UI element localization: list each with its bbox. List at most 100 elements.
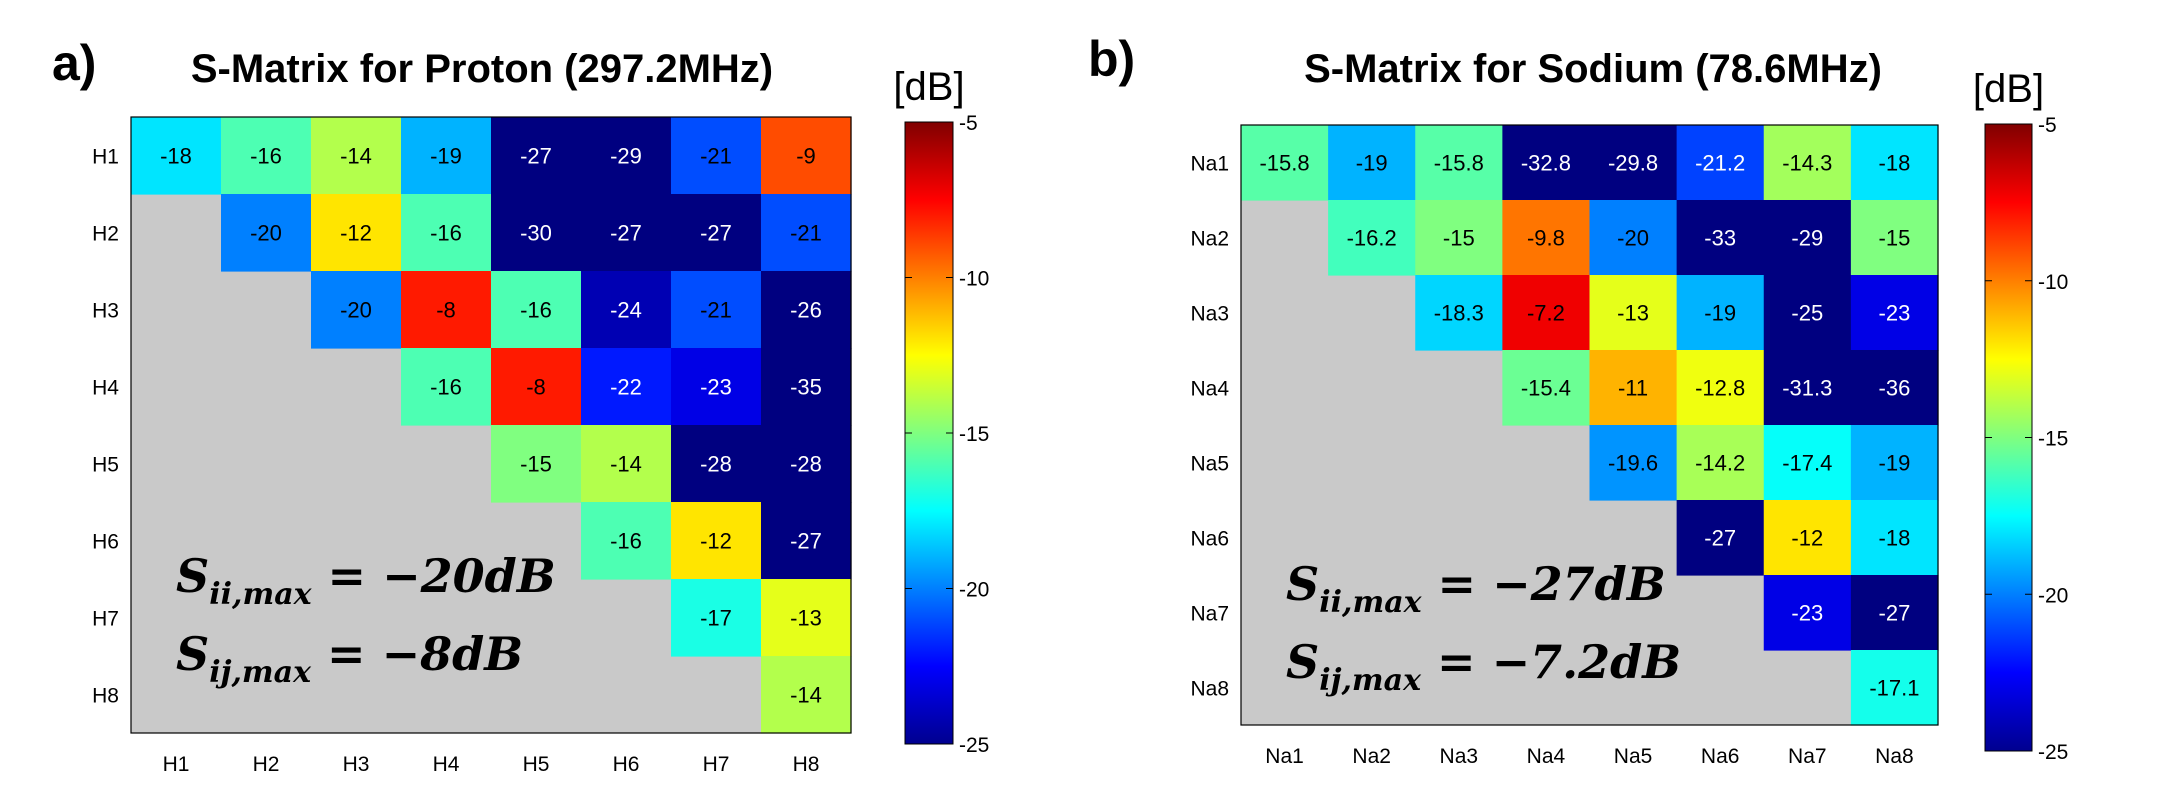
panel-a: a) S-Matrix for Proton (297.2MHz) -18 -16… [52,35,989,776]
heatmap-cell [1589,350,1678,426]
colorbar-tick-label: -20 [2038,584,2068,607]
heatmap-cell [1676,425,1765,501]
heatmap-cell [761,502,852,580]
cell-value-label: -23 [1879,301,1911,326]
col-tick-label: H3 [343,753,370,776]
heatmap-cell [1850,275,1939,351]
heatmap-cell [1676,275,1765,351]
cell-value-label: -19 [1879,451,1911,476]
heatmap-cell [1763,350,1852,426]
col-tick-label: Na6 [1701,745,1740,768]
cell-value-label: -21.2 [1695,151,1745,176]
cell-value-label: -32.8 [1521,151,1571,176]
row-tick-label: Na1 [1190,153,1229,176]
heatmap-cell [1676,350,1765,426]
row-tick-label: Na5 [1190,453,1229,476]
col-tick-label: Na5 [1614,745,1653,768]
heatmap-cell [671,502,762,580]
cell-value-label: -28 [700,452,732,477]
row-tick-label: H4 [92,377,119,400]
colorbar-tick-label: -5 [2038,114,2057,137]
cell-value-label: -24 [610,298,642,323]
cell-value-label: -9.8 [1527,226,1565,251]
cell-value-label: -19 [430,144,462,169]
heatmap-cell [311,271,402,349]
cell-value-label: -15 [520,452,552,477]
cell-value-label: -9 [796,144,816,169]
panel-a-label: a) [52,35,96,91]
heatmap-cell [581,425,672,503]
cell-value-label: -18 [1879,526,1911,551]
equation-subscript: ii,max [1319,585,1422,620]
heatmap-cell [1676,200,1765,276]
cell-value-label: -29 [610,144,642,169]
heatmap-cell [1763,200,1852,276]
cell-value-label: -27 [700,221,732,246]
colorbar-a: -5 -10 -15 -20 -25 [dB] [893,65,989,757]
cell-value-label: -30 [520,221,552,246]
panel-b-title: S-Matrix for Sodium (78.6MHz) [1304,47,1882,91]
col-tick-label: H8 [793,753,820,776]
heatmap-cell [761,579,852,657]
equation-symbol: S [1286,635,1319,689]
row-tick-label: H3 [92,300,119,323]
equation-symbol: S [1286,557,1319,611]
colorbar-gradient [904,121,954,745]
panel-a-title: S-Matrix for Proton (297.2MHz) [191,47,773,91]
cell-value-label: -22 [610,375,642,400]
cell-value-label: -15.8 [1259,151,1309,176]
cell-value-label: -13 [1617,301,1649,326]
heatmap-cell [581,271,672,349]
heatmap-cell [1589,125,1678,201]
cell-value-label: -7.2 [1527,301,1565,326]
heatmap-cell [401,271,492,349]
cell-value-label: -29.8 [1608,151,1658,176]
cell-value-label: -12 [700,529,732,554]
cell-value-label: -17.4 [1782,451,1832,476]
cell-value-label: -16 [250,144,282,169]
equation-annotation: Sij,max = −8dB [176,627,523,690]
row-tick-label: H5 [92,454,119,477]
cell-value-label: -8 [436,298,456,323]
cell-value-label: -25 [1791,301,1823,326]
cell-value-label: -27 [520,144,552,169]
cell-value-label: -14 [340,144,372,169]
cell-value-label: -18.3 [1434,301,1484,326]
cell-value-label: -21 [700,144,732,169]
row-tick-label: H8 [92,685,119,708]
heatmap-cell [761,656,852,734]
heatmap-cell [221,117,312,195]
col-tick-label: H1 [163,753,190,776]
heatmap-b: -15.8 -19 -15.8 -32.8 -29.8 -21.2 -14.3 -18 -16.… [1190,124,1939,768]
heatmap-cell [761,348,852,426]
row-tick-label: Na6 [1190,528,1229,551]
colorbar-label: [dB] [893,65,964,109]
heatmap-cell [491,348,582,426]
cell-value-label: -14 [610,452,642,477]
heatmap-cell [1415,275,1503,351]
heatmap-cell [1850,425,1939,501]
heatmap-cell [761,425,852,503]
cell-value-label: -27 [790,529,822,554]
heatmap-cell [671,425,762,503]
cell-value-label: -35 [790,375,822,400]
cell-value-label: -29 [1791,226,1823,251]
cell-value-label: -20 [250,221,282,246]
heatmap-cell [1850,650,1939,726]
col-tick-label: H5 [523,753,550,776]
cell-value-label: -8 [526,375,546,400]
equation-subscript: ij,max [209,655,312,690]
heatmap-cell [311,117,402,195]
cell-value-label: -16 [610,529,642,554]
equation-symbol: S [176,627,209,681]
heatmap-cell [1763,425,1852,501]
heatmap-cell [581,117,672,195]
equation-value: = −20dB [312,549,556,603]
cell-value-label: -20 [340,298,372,323]
cell-value-label: -17.1 [1869,676,1919,701]
cell-value-label: -27 [610,221,642,246]
heatmap-cell [491,117,582,195]
heatmap-cell [761,117,852,195]
